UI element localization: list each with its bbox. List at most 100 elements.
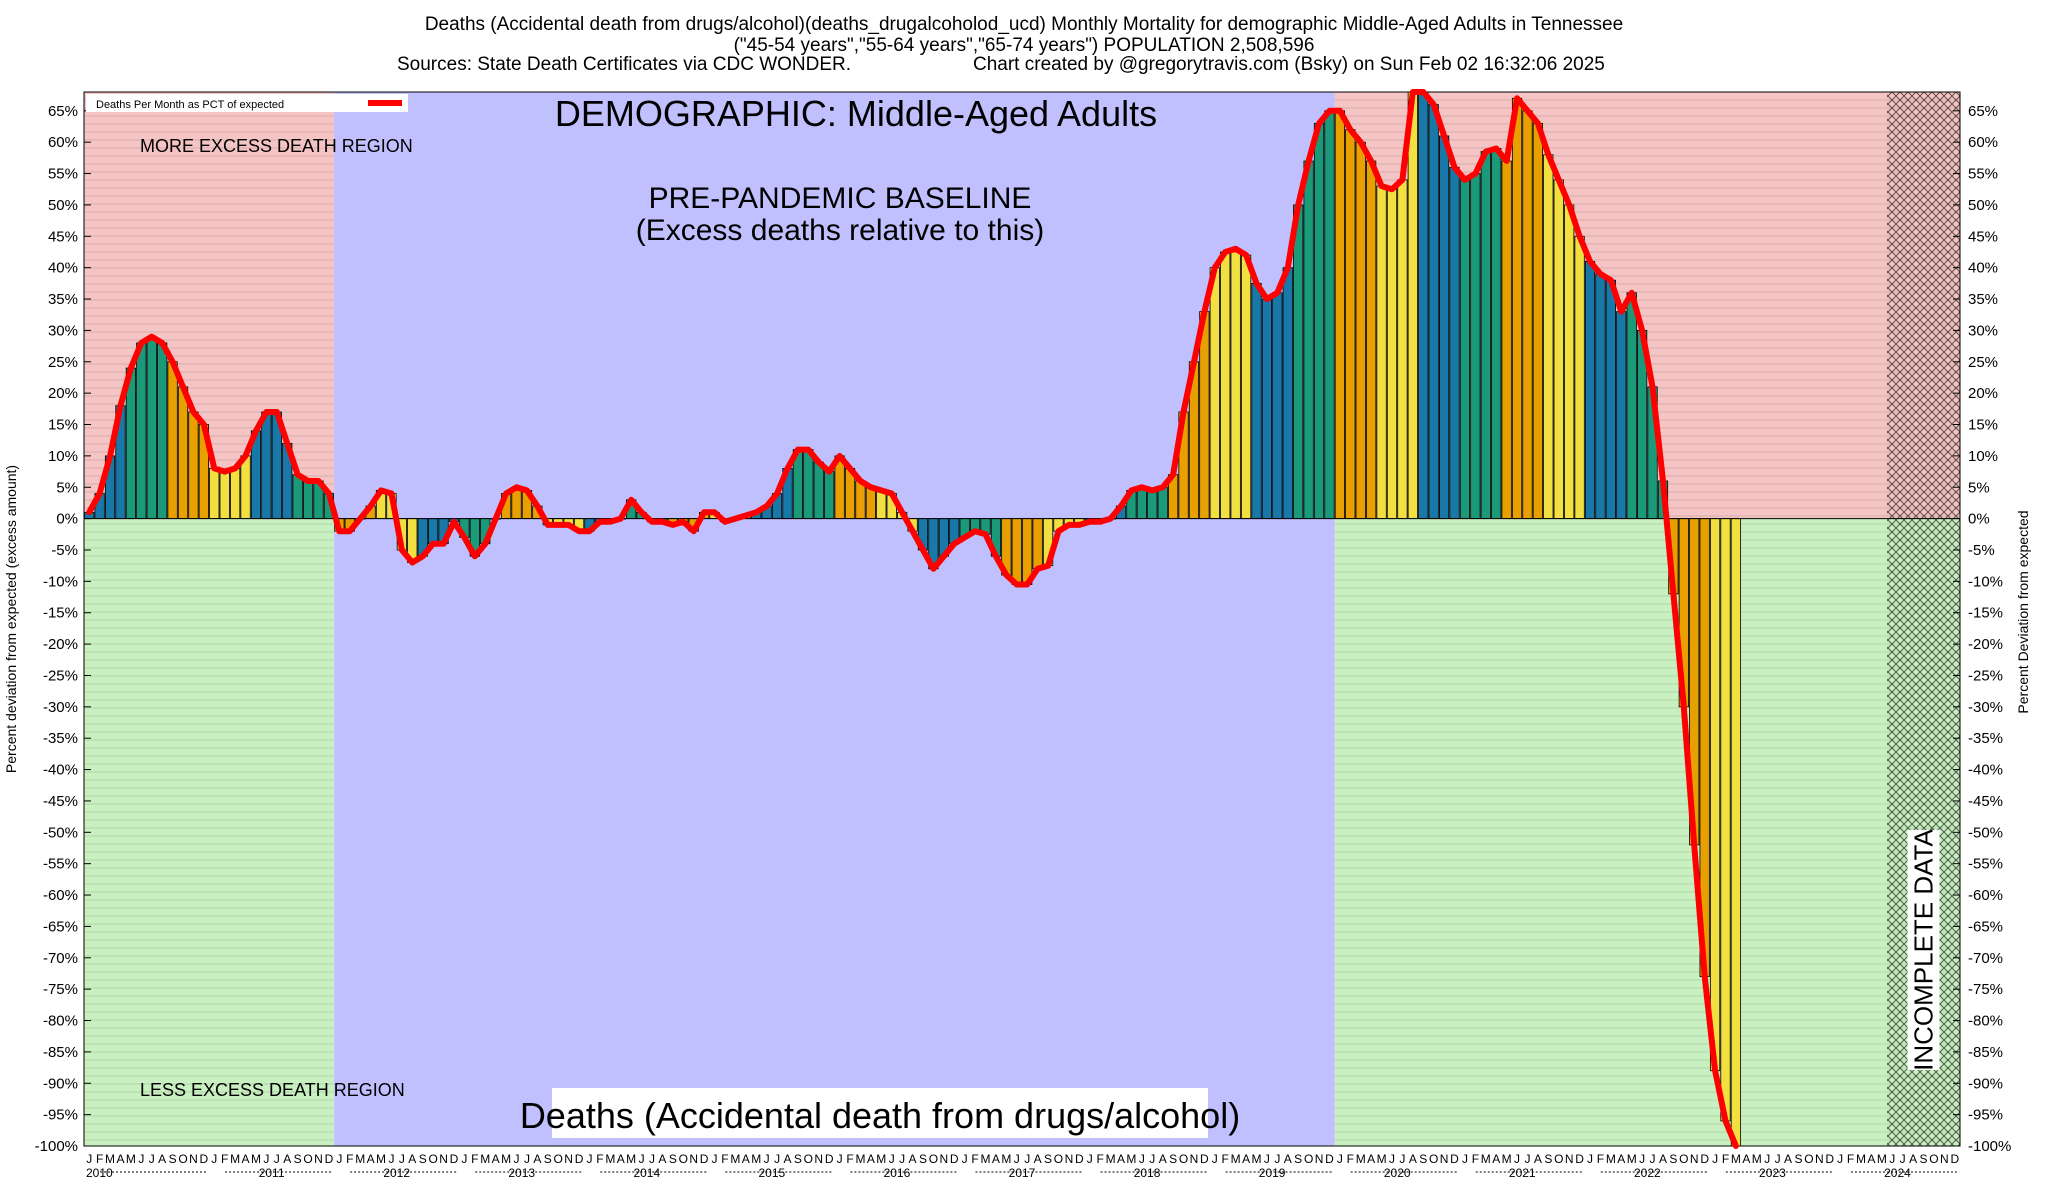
x-month-label: O <box>178 1152 187 1166</box>
x-month-label: S <box>669 1152 677 1166</box>
x-month-label: A <box>242 1152 250 1166</box>
x-month-label: M <box>1877 1152 1887 1166</box>
x-month-label: M <box>501 1152 511 1166</box>
y-tick-label: 15% <box>48 417 78 434</box>
less-region-stripes <box>1334 518 1960 1146</box>
x-month-label: M <box>105 1152 115 1166</box>
x-month-label: A <box>492 1152 500 1166</box>
y-tick-label-right: -80% <box>1968 1013 2003 1030</box>
x-month-label: J <box>889 1152 895 1166</box>
x-month-label: A <box>783 1152 791 1166</box>
baseline-region <box>334 92 1335 1146</box>
y-tick-label: -75% <box>43 981 78 998</box>
x-month-label: A <box>909 1152 917 1166</box>
x-month-label: M <box>730 1152 740 1166</box>
x-month-label: A <box>1159 1152 1167 1166</box>
x-month-label: D <box>700 1152 709 1166</box>
x-month-label: F <box>1472 1152 1479 1166</box>
y-tick-label-right: 50% <box>1968 197 1998 214</box>
x-month-label: D <box>950 1152 959 1166</box>
x-month-label: S <box>419 1152 427 1166</box>
data-bar <box>136 342 147 520</box>
x-month-label: J <box>1775 1152 1781 1166</box>
data-bar <box>855 480 866 520</box>
y-tick-label-right: -95% <box>1968 1107 2003 1124</box>
x-month-label: A <box>1284 1152 1292 1166</box>
x-month-label: J <box>1639 1152 1645 1166</box>
y-tick-label-right: -75% <box>1968 981 2003 998</box>
x-month-label: F <box>346 1152 353 1166</box>
data-bar <box>1553 179 1564 520</box>
x-month-label: O <box>554 1152 563 1166</box>
x-month-label: J <box>1837 1152 1843 1166</box>
y-tick-label-right: -100% <box>1968 1138 2011 1155</box>
incomplete-label: INCOMPLETE DATA <box>1909 828 1939 1070</box>
data-bar <box>1720 518 1731 1122</box>
x-month-label: O <box>1304 1152 1313 1166</box>
x-month-label: M <box>626 1152 636 1166</box>
x-year-label: 2011 <box>259 1166 285 1180</box>
y-tick-label: -100% <box>35 1138 78 1155</box>
x-month-label: J <box>1264 1152 1270 1166</box>
x-month-label: M <box>1752 1152 1762 1166</box>
data-bar <box>803 449 814 520</box>
data-bar <box>1511 97 1523 520</box>
x-month-label: M <box>480 1152 490 1166</box>
x-month-label: D <box>1200 1152 1209 1166</box>
y-tick-label-right: 25% <box>1968 354 1998 371</box>
y-tick-label: 20% <box>48 385 78 402</box>
y-tick-label: 30% <box>48 322 78 339</box>
x-month-label: M <box>855 1152 865 1166</box>
x-month-label: D <box>450 1152 459 1166</box>
x-month-label: D <box>1325 1152 1334 1166</box>
x-month-label: M <box>1231 1152 1241 1166</box>
x-month-label: O <box>804 1152 813 1166</box>
x-month-label: J <box>586 1152 592 1166</box>
y-tick-label: -10% <box>43 573 78 590</box>
x-month-label: D <box>325 1152 334 1166</box>
x-month-label: A <box>1784 1152 1792 1166</box>
y-tick-label-right: -60% <box>1968 887 2003 904</box>
y-tick-label-right: 0% <box>1968 511 1990 528</box>
x-month-label: J <box>138 1152 144 1166</box>
x-year-label: 2010 <box>86 1166 113 1180</box>
data-bar <box>1240 254 1252 520</box>
data-bar <box>1334 110 1345 520</box>
x-month-label: F <box>1722 1152 1729 1166</box>
x-month-label: F <box>971 1152 978 1166</box>
x-month-label: A <box>658 1152 666 1166</box>
x-month-label: M <box>1606 1152 1616 1166</box>
x-month-label: O <box>1679 1152 1688 1166</box>
x-month-label: M <box>1481 1152 1491 1166</box>
x-month-label: M <box>876 1152 886 1166</box>
x-month-label: O <box>1554 1152 1563 1166</box>
x-month-label: M <box>1502 1152 1512 1166</box>
x-month-label: S <box>544 1152 552 1166</box>
data-bar <box>292 474 303 520</box>
y-tick-label: -80% <box>43 1013 78 1030</box>
data-bar <box>1282 267 1293 520</box>
x-month-label: O <box>1804 1152 1813 1166</box>
y-tick-label: 60% <box>48 134 78 151</box>
x-month-label: O <box>929 1152 938 1166</box>
more-excess-label: MORE EXCESS DEATH REGION <box>140 136 413 156</box>
x-month-label: N <box>1940 1152 1949 1166</box>
data-bar <box>167 361 178 520</box>
x-month-label: A <box>408 1152 416 1166</box>
x-month-label: M <box>1356 1152 1366 1166</box>
data-bar <box>1220 251 1231 520</box>
data-bar <box>1730 518 1742 1147</box>
plot-frame <box>83 91 1961 1147</box>
data-bar <box>302 480 314 520</box>
y-tick-label: 50% <box>48 197 78 214</box>
data-bar <box>1293 204 1304 520</box>
x-month-label: J <box>461 1152 467 1166</box>
data-bar <box>1366 160 1377 520</box>
x-month-label: N <box>564 1152 573 1166</box>
x-month-label: A <box>1492 1152 1500 1166</box>
x-month-label: S <box>1794 1152 1802 1166</box>
data-bar <box>1303 160 1314 520</box>
y-tick-label: -5% <box>51 542 78 559</box>
y-tick-label: -30% <box>43 699 78 716</box>
